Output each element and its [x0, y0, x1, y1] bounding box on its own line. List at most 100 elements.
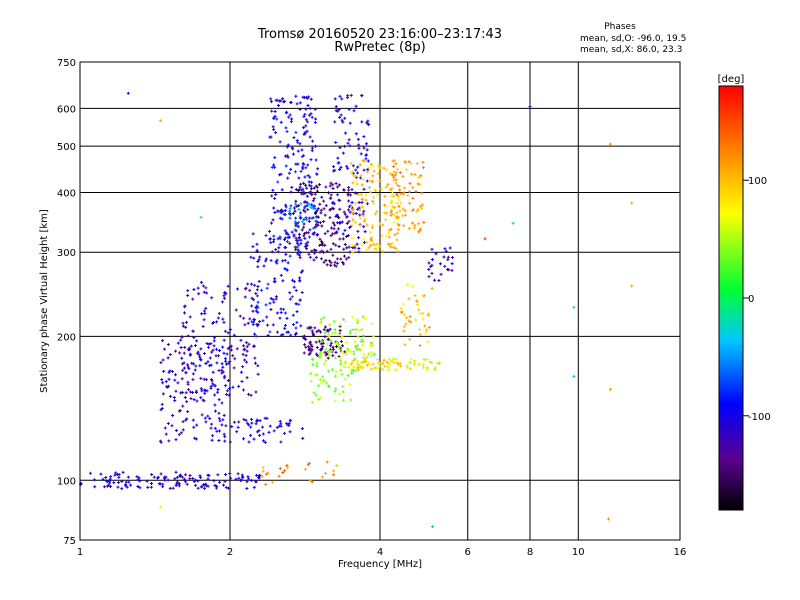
data-point: [342, 364, 346, 368]
data-point: [377, 245, 381, 249]
data-point: [288, 418, 292, 422]
data-point: [332, 473, 336, 477]
data-point: [221, 418, 225, 422]
data-point: [341, 120, 345, 124]
data-point: [291, 212, 295, 216]
data-point: [226, 347, 230, 351]
data-point: [310, 400, 314, 404]
data-point: [294, 302, 298, 306]
data-point: [350, 236, 354, 240]
data-point: [254, 361, 257, 365]
data-point: [351, 218, 355, 222]
data-point: [218, 480, 222, 484]
data-point: [339, 257, 343, 261]
data-point: [339, 359, 343, 363]
data-point: [337, 245, 341, 249]
data-point: [164, 432, 168, 436]
data-point: [296, 248, 300, 252]
data-point: [162, 369, 166, 373]
data-point: [387, 368, 391, 372]
data-point: [162, 475, 166, 479]
data-point: [204, 361, 208, 365]
data-point: [247, 440, 251, 444]
data-point: [404, 213, 408, 217]
data-point: [345, 215, 349, 219]
data-point: [242, 316, 246, 320]
data-point: [299, 241, 303, 245]
data-point: [383, 364, 387, 368]
data-point: [338, 168, 342, 172]
data-point: [229, 344, 233, 348]
data-point: [252, 485, 256, 489]
data-point: [333, 120, 337, 124]
data-point: [298, 216, 302, 220]
data-point: [372, 352, 376, 356]
data-point: [360, 183, 364, 187]
data-point: [209, 426, 213, 430]
data-point: [269, 308, 273, 312]
data-point: [272, 234, 276, 238]
data-point: [237, 420, 241, 424]
data-point: [340, 350, 344, 354]
data-point: [258, 419, 262, 423]
data-point: [314, 144, 317, 148]
data-point: [390, 173, 394, 177]
data-point: [281, 470, 285, 474]
data-point: [326, 229, 330, 233]
data-point: [183, 311, 187, 315]
data-point: [416, 208, 420, 212]
data-point: [391, 205, 395, 209]
data-point: [200, 413, 204, 417]
data-point: [345, 246, 349, 250]
phase-stats-o: mean, sd,O: -96.0, 19.5: [580, 34, 687, 44]
data-point: [304, 166, 308, 170]
data-point: [394, 162, 398, 166]
data-point: [329, 196, 333, 200]
data-point: [341, 151, 345, 155]
data-point: [256, 285, 260, 289]
data-point: [299, 324, 303, 328]
data-point: [338, 356, 342, 360]
data-point: [167, 377, 171, 381]
data-point: [324, 185, 328, 189]
data-point: [294, 289, 298, 293]
data-point: [160, 378, 164, 382]
data-point: [320, 195, 324, 199]
data-point: [138, 479, 142, 483]
data-point: [347, 245, 351, 249]
data-point: [426, 328, 430, 332]
data-point: [341, 317, 345, 321]
data-point: [316, 223, 320, 227]
data-point: [430, 286, 434, 290]
data-point: [227, 361, 231, 365]
data-point: [232, 420, 236, 424]
data-point: [242, 437, 246, 441]
data-point: [295, 221, 299, 225]
data-point: [357, 250, 361, 254]
data-point: [340, 97, 344, 101]
data-point: [211, 434, 215, 438]
data-point: [400, 311, 404, 315]
data-point: [308, 255, 312, 259]
data-point: [356, 165, 360, 169]
data-point: [314, 225, 318, 229]
data-point: [358, 328, 362, 332]
data-point: [255, 473, 259, 477]
data-point: [325, 342, 329, 346]
data-point: [349, 93, 353, 97]
data-point: [275, 426, 279, 430]
data-point: [188, 390, 192, 394]
data-point: [572, 374, 576, 378]
data-point: [255, 294, 259, 298]
data-point: [350, 315, 354, 319]
data-point: [353, 191, 357, 195]
data-point: [213, 483, 217, 487]
data-point: [360, 360, 364, 364]
data-point: [401, 193, 405, 197]
data-point: [223, 435, 227, 439]
data-point: [379, 187, 383, 191]
data-point: [385, 168, 389, 172]
data-point: [361, 356, 365, 360]
data-point: [446, 267, 450, 271]
data-point: [351, 328, 355, 332]
